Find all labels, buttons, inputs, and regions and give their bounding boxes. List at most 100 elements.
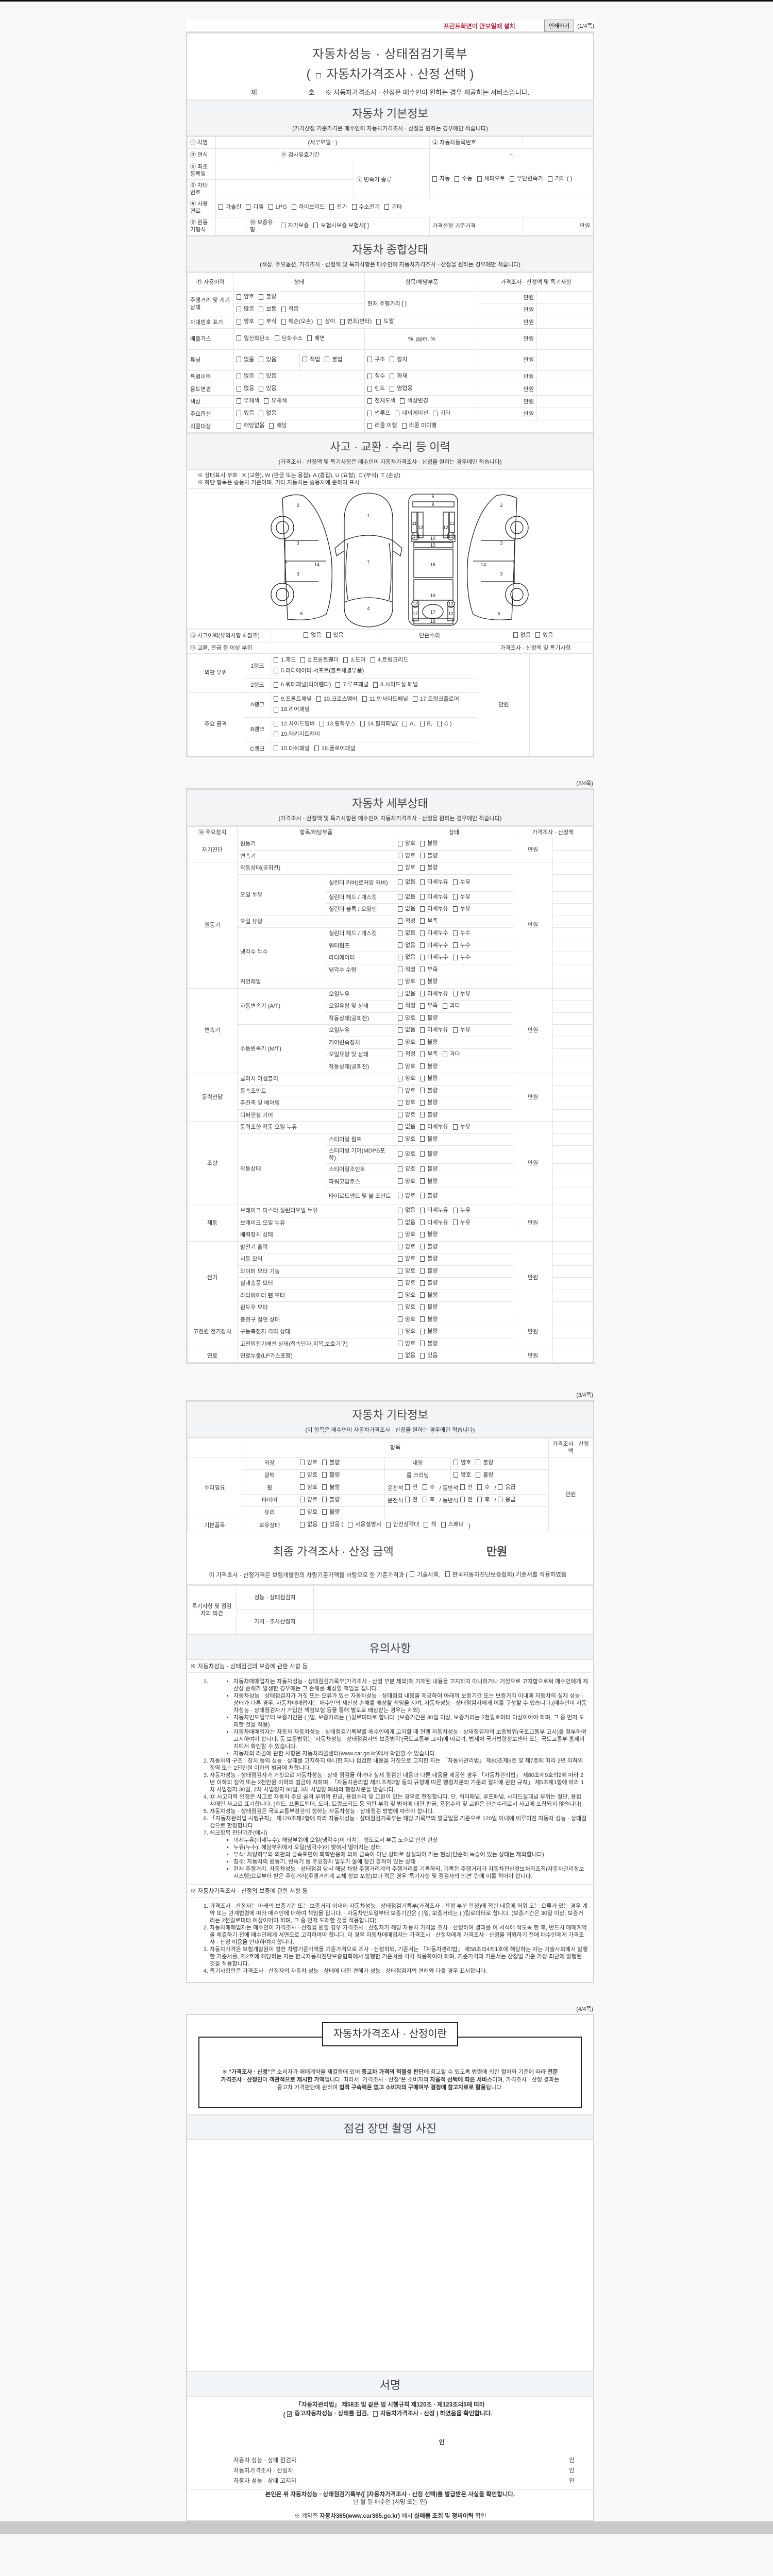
checkbox[interactable] bbox=[398, 1151, 402, 1157]
checkbox-option[interactable]: 16.플로어패널 bbox=[314, 744, 356, 753]
checkbox-option[interactable]: 사용설명서 bbox=[348, 1521, 381, 1528]
checkbox-option[interactable]: 누유 bbox=[452, 1219, 470, 1226]
checkbox[interactable] bbox=[405, 1484, 410, 1490]
checkbox-option[interactable]: 전 bbox=[405, 1496, 418, 1503]
checkbox-option[interactable]: 도말 bbox=[376, 318, 394, 325]
checkbox[interactable] bbox=[385, 1521, 391, 1528]
checkbox-option[interactable]: 양호 bbox=[398, 864, 415, 871]
checkbox-option[interactable]: 미세누수 bbox=[420, 942, 448, 949]
price-note[interactable] bbox=[552, 1024, 593, 1037]
checkbox[interactable] bbox=[300, 657, 306, 663]
checkbox-option[interactable]: 누수 bbox=[452, 954, 470, 961]
checkbox[interactable] bbox=[269, 422, 274, 429]
checkbox[interactable] bbox=[453, 1460, 458, 1466]
checkbox-option[interactable]: 적정 bbox=[398, 918, 415, 925]
price-note[interactable] bbox=[552, 1097, 593, 1110]
checkbox-option[interactable]: 유채색 bbox=[264, 397, 287, 404]
row-detail[interactable]: 현재 주행거리 [ ] bbox=[364, 291, 479, 316]
checkbox[interactable] bbox=[420, 1063, 425, 1069]
checkbox[interactable] bbox=[398, 1099, 402, 1106]
checkbox[interactable] bbox=[441, 1521, 446, 1528]
checkbox[interactable] bbox=[420, 1304, 425, 1310]
checkbox-option[interactable]: 불량 bbox=[476, 1459, 494, 1466]
price-note[interactable] bbox=[536, 370, 593, 383]
price-note[interactable] bbox=[552, 1313, 593, 1326]
checkbox[interactable] bbox=[398, 978, 402, 985]
checkbox[interactable] bbox=[398, 894, 402, 900]
appraiser-opinion[interactable] bbox=[313, 1609, 593, 1634]
checkbox-option[interactable]: 기타 bbox=[384, 204, 402, 211]
checkbox[interactable] bbox=[281, 223, 285, 229]
checkbox-option[interactable]: 응급 bbox=[498, 1496, 516, 1503]
price-note[interactable] bbox=[552, 1253, 593, 1266]
checkbox-option[interactable]: 없음 bbox=[398, 1026, 415, 1033]
checkbox[interactable] bbox=[432, 410, 438, 416]
year-value[interactable] bbox=[215, 148, 278, 161]
price-note[interactable] bbox=[552, 1350, 593, 1363]
checkbox[interactable] bbox=[348, 1521, 353, 1528]
checkbox[interactable] bbox=[498, 1497, 503, 1503]
checkbox[interactable] bbox=[274, 721, 278, 726]
checkbox[interactable] bbox=[274, 335, 279, 342]
checkbox-option[interactable]: 불량 bbox=[420, 1075, 438, 1082]
checkbox-option[interactable]: 없음 bbox=[304, 632, 322, 639]
checkbox-option[interactable]: 불량 bbox=[420, 1192, 438, 1199]
price-note[interactable] bbox=[552, 915, 593, 928]
reg-no-value[interactable] bbox=[523, 137, 593, 149]
checkbox-option[interactable]: 있음 bbox=[237, 410, 254, 417]
checkbox-option[interactable]: 9.프론트패널 bbox=[274, 694, 312, 704]
checkbox-option[interactable]: 불량 bbox=[420, 1150, 438, 1158]
checkbox[interactable] bbox=[398, 1088, 402, 1093]
price-value[interactable]: 만원 bbox=[479, 349, 537, 371]
checkbox-option[interactable]: 없음 bbox=[398, 1219, 415, 1226]
checkbox[interactable] bbox=[322, 1521, 327, 1528]
checkbox-option[interactable]: 3.도어 bbox=[343, 655, 366, 665]
price-note[interactable] bbox=[552, 963, 593, 976]
checkbox[interactable] bbox=[268, 204, 273, 210]
checkbox[interactable] bbox=[452, 991, 458, 996]
checkbox-option[interactable]: 불량 bbox=[420, 1178, 438, 1185]
checkbox-option[interactable]: 적정 bbox=[398, 1002, 415, 1009]
checkbox[interactable] bbox=[259, 294, 264, 300]
checkbox[interactable] bbox=[322, 1472, 327, 1478]
checkbox-option[interactable]: 미세누유 bbox=[420, 905, 448, 912]
checkbox[interactable] bbox=[274, 657, 278, 663]
price-note[interactable] bbox=[552, 976, 593, 989]
checkbox[interactable] bbox=[400, 398, 405, 404]
price-note[interactable] bbox=[536, 395, 593, 408]
checkbox[interactable] bbox=[420, 1231, 425, 1238]
checkbox-option[interactable]: 불량 bbox=[420, 1267, 438, 1275]
checkbox[interactable] bbox=[476, 1472, 481, 1478]
checkbox-option[interactable]: 불량 bbox=[420, 1279, 438, 1286]
price-note[interactable] bbox=[552, 939, 593, 952]
checkbox[interactable] bbox=[398, 1178, 402, 1184]
checkbox-option[interactable]: 미세누유 bbox=[420, 990, 448, 997]
checkbox[interactable] bbox=[390, 373, 395, 379]
checkbox[interactable] bbox=[398, 1063, 402, 1069]
checkbox-option[interactable]: 양호 bbox=[398, 1075, 415, 1082]
checkbox[interactable] bbox=[398, 1003, 402, 1009]
checkbox[interactable] bbox=[420, 954, 425, 960]
checkbox-option[interactable]: 기타 ( ) bbox=[547, 175, 572, 182]
checkbox-option[interactable]: 불량 bbox=[420, 840, 438, 847]
checkbox[interactable] bbox=[452, 894, 458, 900]
checkbox-option[interactable]: 양호 bbox=[398, 978, 415, 985]
checkbox-option[interactable]: 양호 bbox=[398, 1267, 415, 1275]
checkbox-option[interactable]: 양호 bbox=[237, 293, 254, 300]
price-note[interactable] bbox=[552, 1048, 593, 1061]
checkbox[interactable] bbox=[316, 696, 321, 702]
price-note[interactable] bbox=[552, 988, 593, 1001]
price-note[interactable] bbox=[552, 1060, 593, 1073]
checkbox-option[interactable]: 있음 ( bbox=[322, 1521, 343, 1528]
checkbox-option[interactable]: 후 bbox=[422, 1484, 435, 1491]
checkbox[interactable] bbox=[398, 1124, 402, 1130]
price-note[interactable] bbox=[552, 1121, 593, 1134]
checkbox[interactable] bbox=[452, 1219, 458, 1225]
price-value[interactable]: 만원 bbox=[513, 1121, 553, 1205]
checkbox[interactable] bbox=[237, 373, 241, 379]
checkbox-option[interactable]: 잭 bbox=[424, 1521, 436, 1528]
price-note[interactable] bbox=[552, 1109, 593, 1122]
checkbox[interactable] bbox=[420, 906, 425, 912]
checkbox-option[interactable]: 7.루프패널 bbox=[335, 680, 368, 689]
checkbox[interactable] bbox=[300, 1497, 305, 1503]
